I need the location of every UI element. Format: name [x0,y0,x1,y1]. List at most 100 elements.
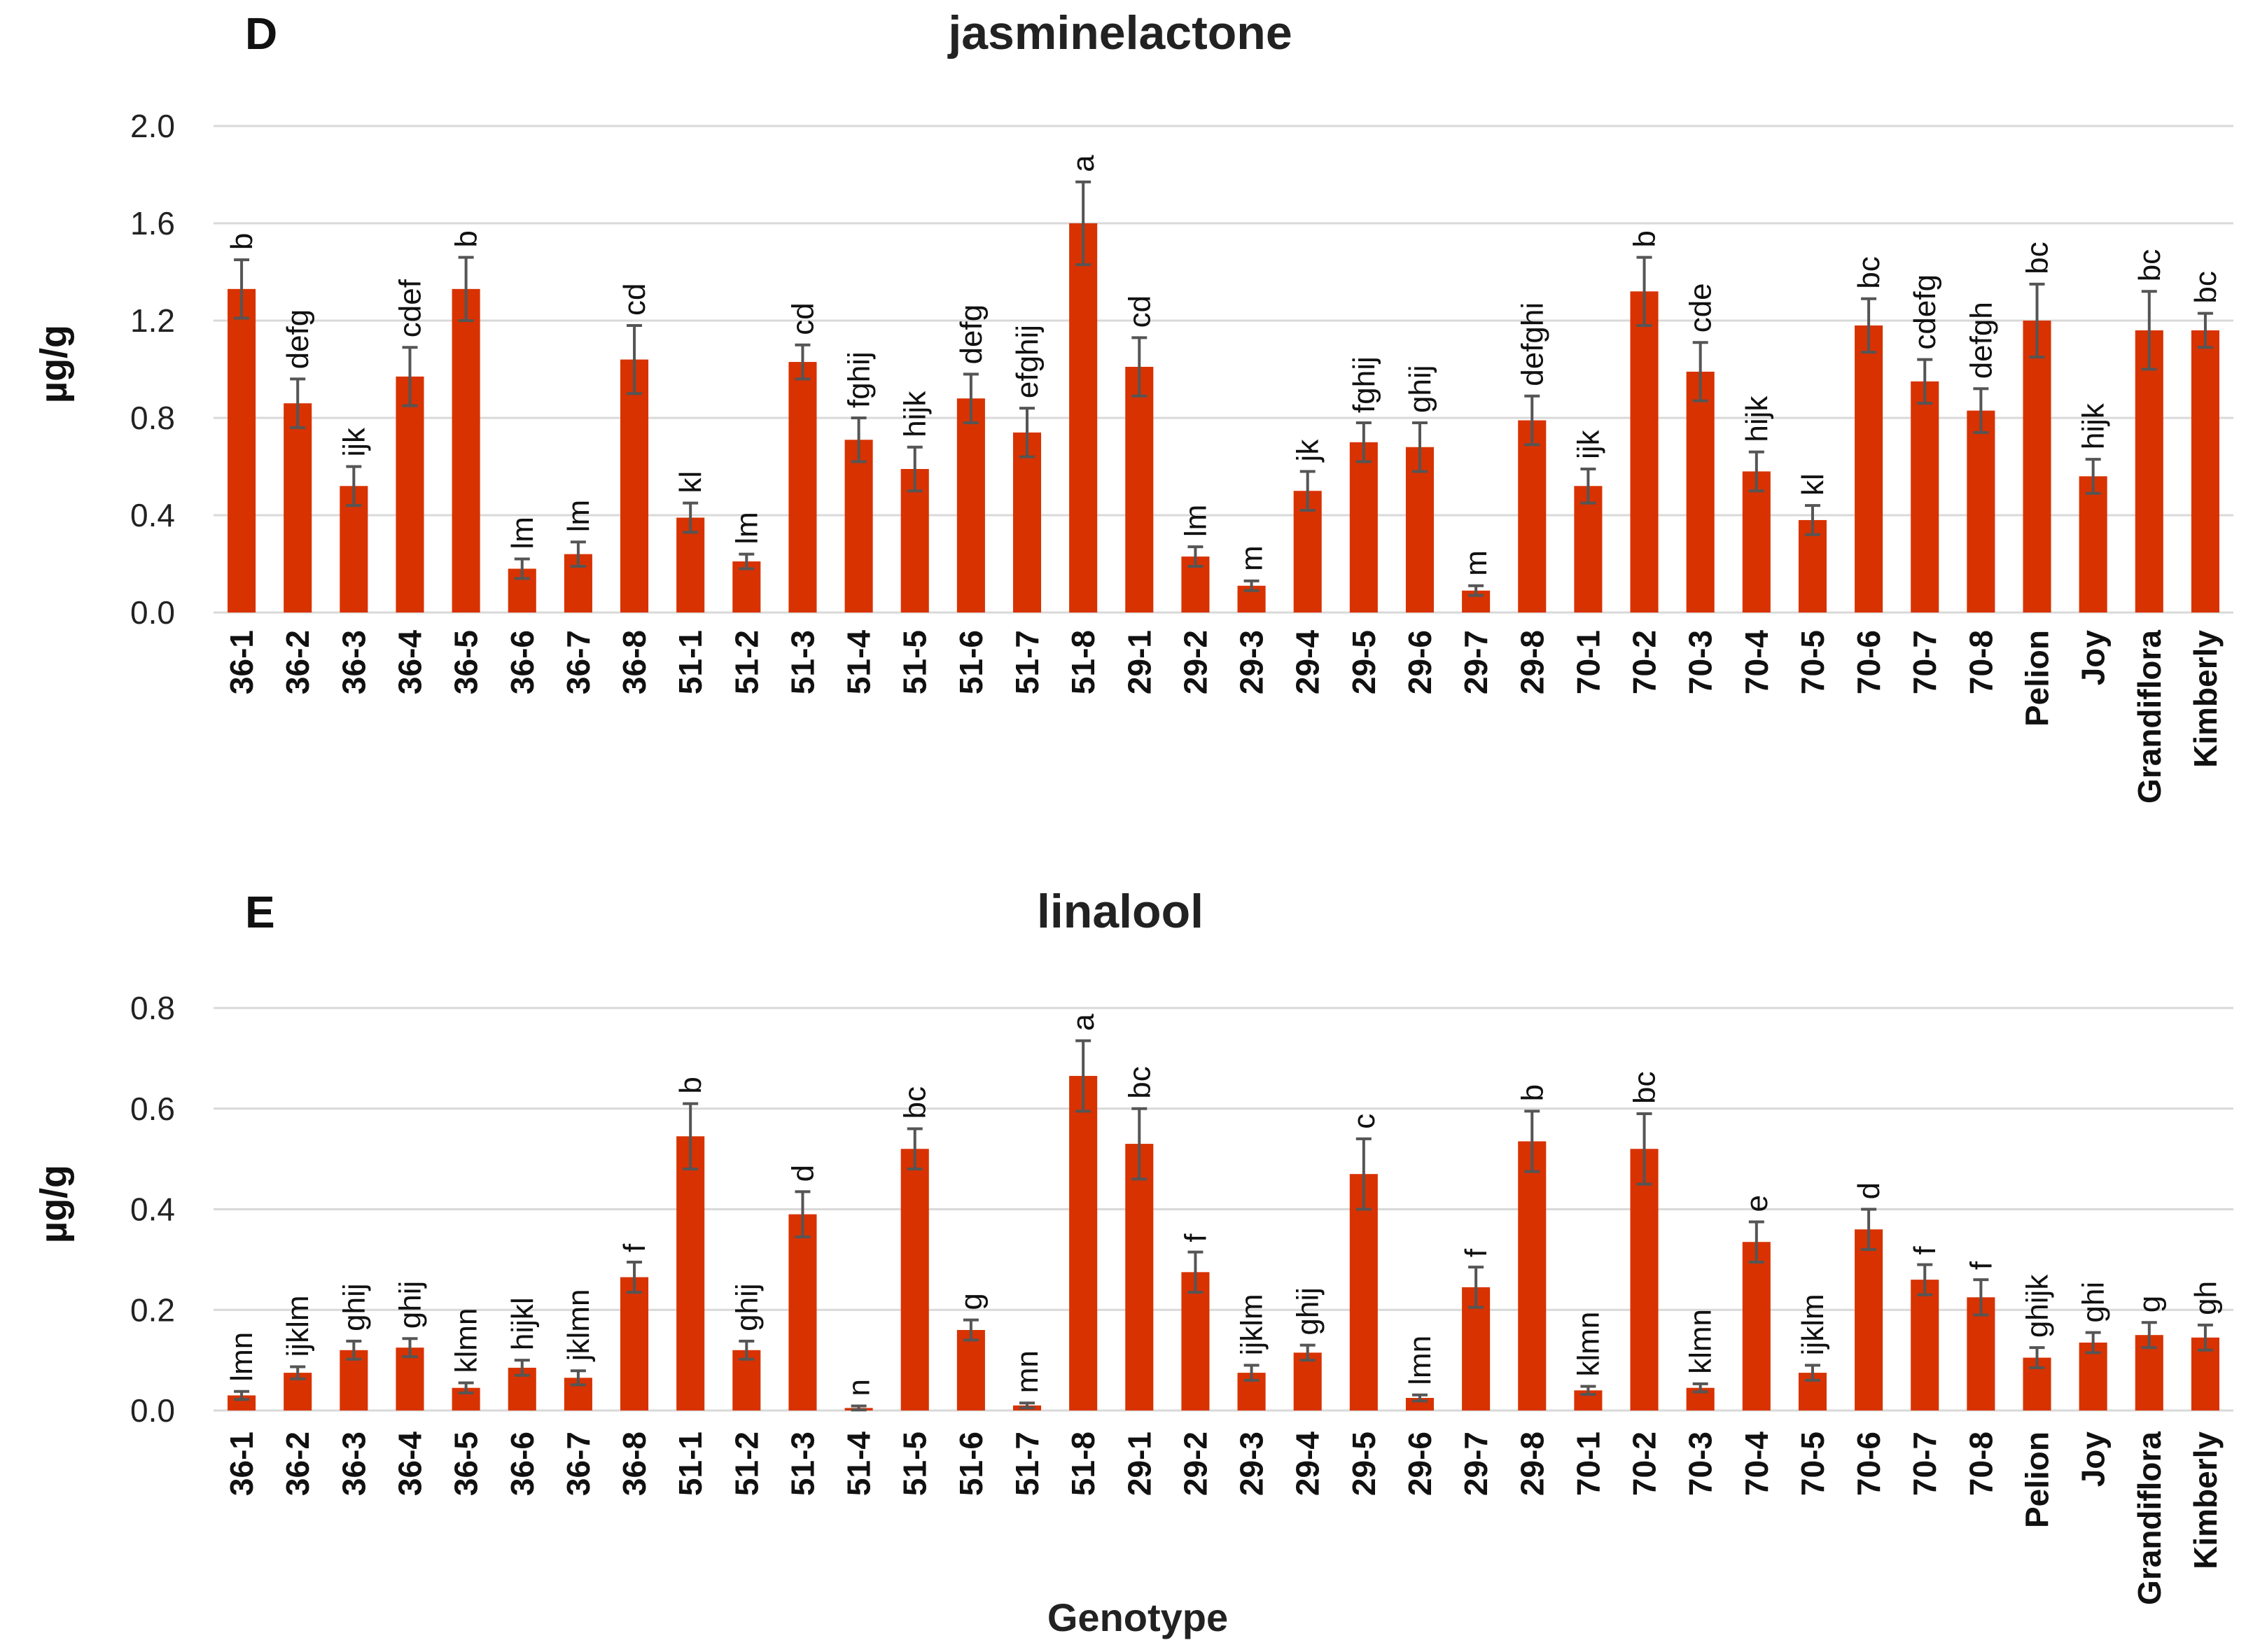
bar-29-4 [1293,1352,1322,1410]
x-tick-label: Pelion [2019,630,2056,727]
bar-51-4 [844,440,873,612]
significance-label: lm [1178,505,1213,537]
x-tick-label: 29-3 [1234,1432,1270,1496]
significance-label: defgh [1964,302,1998,379]
significance-label: d [786,1165,820,1182]
bar-51-7 [1012,432,1042,612]
significance-label: fghij [1347,356,1381,413]
x-tick-label: 70-6 [1850,630,1887,694]
bar-29-8 [1518,420,1547,612]
x-tick-label: 29-5 [1346,630,1382,694]
significance-label: f [1964,1261,1998,1270]
significance-label: b [225,233,259,250]
bar-70-4 [1742,471,1771,612]
significance-label: e [1740,1195,1774,1212]
bar-70-8 [1967,410,1995,612]
significance-label: bc [1852,256,1886,288]
y-tick-label: 0.0 [130,1392,175,1429]
bar-51-8 [1069,223,1098,612]
significance-label: ghij [730,1283,764,1331]
significance-label: ghij [1291,1287,1325,1336]
bar-29-6 [1405,447,1435,612]
significance-label: ghijk [2021,1274,2055,1338]
significance-label: lmn [1403,1336,1437,1385]
significance-label: kl [1796,473,1830,496]
significance-label: lm [562,500,596,532]
significance-label: b [674,1077,708,1093]
x-tick-label: 29-6 [1402,1432,1438,1496]
x-tick-label: 51-5 [897,1432,933,1496]
y-axis-label: µg/g [33,325,75,403]
bar-Grandiflora [2135,330,2163,612]
y-tick-label: 0.0 [130,594,175,631]
bar-29-1 [1125,1144,1154,1410]
significance-label: hijkl [505,1297,540,1350]
significance-label: cdef [393,279,427,337]
x-tick-label: 36-7 [560,630,597,694]
bar-36-4 [396,376,424,612]
x-tick-label: 36-3 [335,630,372,694]
chart-title: jasminelactone [947,6,1292,59]
bar-70-2 [1630,1149,1659,1410]
significance-label: cde [1684,283,1718,332]
y-tick-label: 0.8 [130,990,175,1026]
significance-label: g [954,1293,989,1310]
x-tick-label: 70-3 [1682,630,1719,694]
significance-label: bc [1628,1071,1662,1103]
significance-label: ijk [337,427,371,457]
bar-70-6 [1855,325,1883,612]
x-tick-label: 70-6 [1850,1432,1887,1496]
bar-70-6 [1855,1229,1883,1410]
bar-51-5 [900,1149,929,1410]
x-tick-label: 36-3 [335,1432,372,1496]
significance-label: ijklm [1796,1294,1830,1355]
y-tick-label: 0.6 [130,1091,175,1127]
x-tick-label: 29-7 [1458,1432,1494,1496]
bar-36-8 [620,1277,649,1410]
x-tick-label: 36-2 [279,1432,316,1496]
y-tick-label: 1.6 [130,205,175,241]
x-tick-label: 70-7 [1906,630,1943,694]
significance-label: cd [1122,295,1157,328]
x-tick-label: 51-8 [1065,1432,1101,1496]
x-tick-label: 36-5 [448,630,484,694]
x-tick-label: 51-6 [953,630,989,694]
significance-label: lm [730,512,764,544]
significance-label: defg [281,309,315,370]
x-tick-label: Pelion [2019,1432,2056,1528]
x-tick-label: 29-2 [1177,630,1213,694]
bar-70-7 [1911,1280,1939,1410]
significance-label: b [1515,1084,1549,1101]
significance-label: ijklm [1235,1294,1269,1355]
significance-label: klmn [1571,1312,1605,1377]
x-tick-label: 36-6 [504,1432,540,1496]
bar-36-1 [228,288,256,612]
panel-e: E linalool µg/g 0.0 0.2 0.4 0.6 0.8 lmn 36-1 i… [33,885,2233,1605]
significance-label: defg [954,304,989,365]
significance-label: defghi [1515,302,1549,386]
x-tick-label: 29-1 [1121,1432,1157,1496]
significance-label: c [1347,1114,1381,1129]
x-tick-label: 51-4 [841,630,877,694]
x-tick-label: Kimberly [2187,1432,2224,1569]
x-tick-label: 29-4 [1290,1432,1326,1496]
significance-label: jk [1291,439,1325,463]
significance-label: ghij [1403,365,1437,413]
significance-label: ghi [2077,1282,2111,1323]
significance-label: ijk [1571,429,1605,459]
x-tick-label: 36-4 [391,1432,428,1496]
panel-d: D jasminelactone µg/g 0.0 0.4 0.8 1.2 1.6 2.0… [33,6,2233,804]
bar-36-4 [396,1348,424,1410]
x-tick-label: 29-8 [1514,630,1550,694]
x-tick-label: 70-4 [1738,1432,1775,1496]
bar-36-2 [284,403,312,612]
significance-label: cd [786,302,820,335]
bar-51-8 [1069,1076,1098,1410]
y-tick-label: 1.2 [130,302,175,339]
x-tick-label: 70-8 [1962,630,1999,694]
significance-label: m [1235,545,1269,571]
significance-label: mn [1010,1350,1045,1393]
bar-51-6 [956,398,985,612]
significance-label: ghij [393,1281,427,1329]
